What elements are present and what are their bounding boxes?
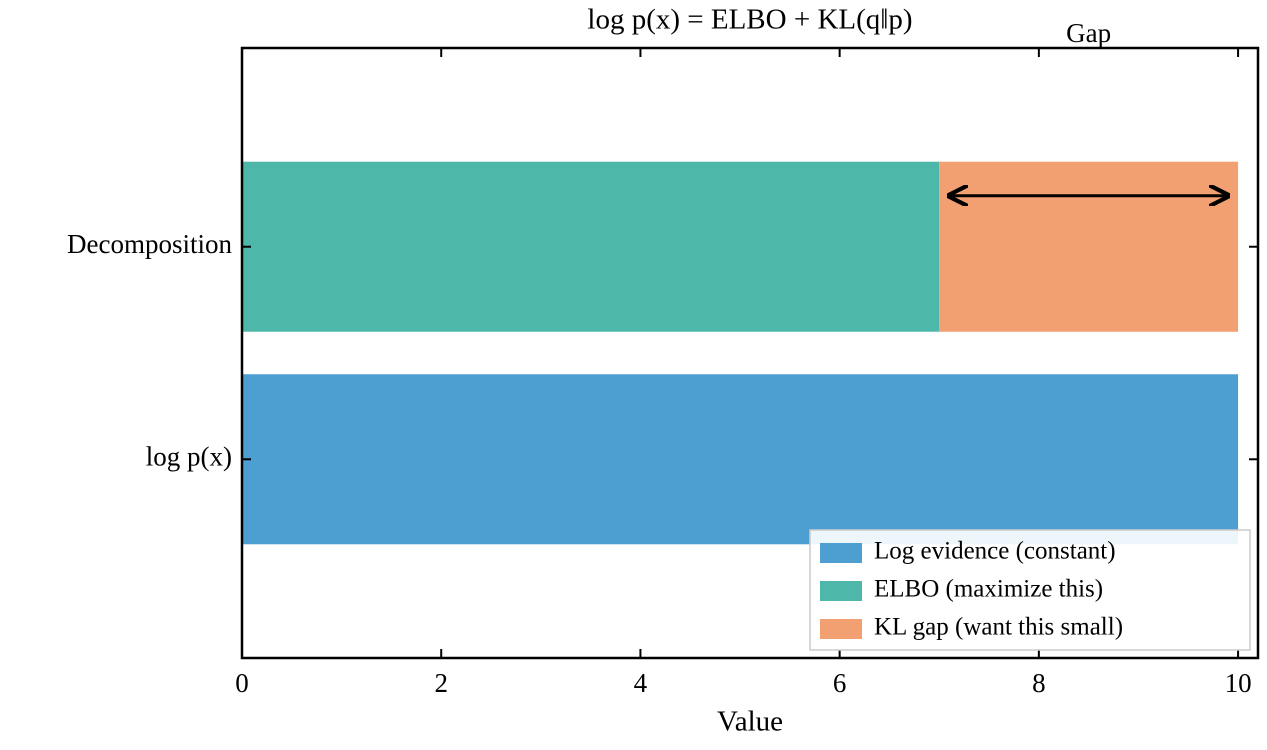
legend-label: KL gap (want this small) <box>874 614 1123 641</box>
y-tick-label: log p(x) <box>146 441 232 471</box>
x-axis-label: Value <box>717 706 783 738</box>
bar <box>939 161 1239 332</box>
legend-swatch <box>820 581 862 601</box>
chart-title: log p(x) = ELBO + KL(q‖p) <box>587 4 912 36</box>
legend-label: ELBO (maximize this) <box>874 576 1103 603</box>
legend: Log evidence (constant) ELBO (maximize th… <box>809 529 1251 651</box>
legend-box <box>809 529 1251 651</box>
x-tick-label: 4 <box>634 668 648 698</box>
y-tick-label: Decomposition <box>67 229 232 259</box>
bar <box>242 374 1239 545</box>
x-tick-label: 2 <box>434 668 448 698</box>
legend-label: Log evidence (constant) <box>874 538 1116 565</box>
legend-swatch <box>820 619 862 639</box>
x-tick-label: 8 <box>1032 668 1046 698</box>
legend-swatch <box>820 543 862 563</box>
bar <box>242 161 940 332</box>
annotation: Gap <box>1066 18 1111 48</box>
plot-frame <box>240 46 1260 660</box>
x-tick-label: 0 <box>235 668 249 698</box>
x-tick-label: 6 <box>833 668 847 698</box>
x-tick-label: 10 <box>1225 668 1252 698</box>
